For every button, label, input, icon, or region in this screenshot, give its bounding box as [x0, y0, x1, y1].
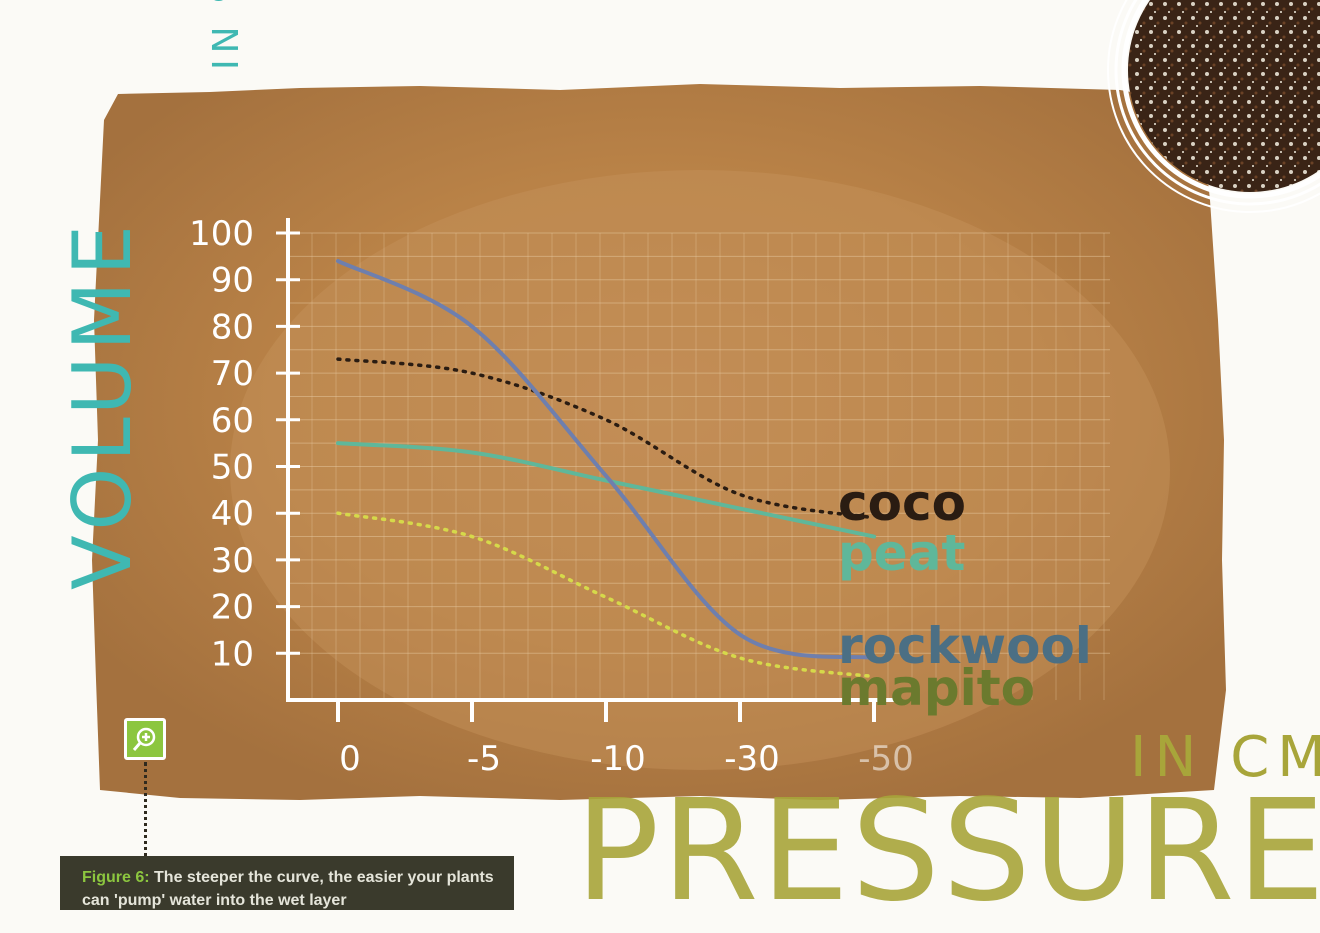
caption-label: Figure 6:: [82, 869, 150, 886]
y-tick-label: 70: [211, 354, 254, 394]
caption-body: Figure 6: The steeper the curve, the eas…: [82, 866, 514, 910]
legend-label-peat: peat: [838, 524, 965, 582]
figure-caption: Figure 6: The steeper the curve, the eas…: [60, 856, 514, 910]
y-axis-title: VOLUME: [52, 120, 152, 590]
y-tick-label: 30: [211, 541, 254, 581]
x-tick-label: -5: [467, 739, 501, 779]
y-tick-label: 20: [211, 588, 254, 628]
y-axis-title-text: VOLUME: [56, 219, 149, 590]
y-tick-label: 80: [211, 307, 254, 347]
x-axis-title: PRESSURE: [575, 770, 1320, 933]
y-axis-unit: IN %: [206, 0, 247, 70]
zoom-in-icon: [131, 725, 159, 753]
legend-label-mapito: mapito: [838, 659, 1035, 717]
y-tick-label: 10: [211, 634, 254, 674]
x-axis-unit: IN CM: [1130, 725, 1320, 790]
y-tick-label: 60: [211, 401, 254, 441]
y-tick-label: 50: [211, 448, 254, 488]
y-tick-label: 40: [211, 494, 254, 534]
y-tick-label: 90: [211, 261, 254, 301]
y-tick-label: 100: [189, 214, 254, 254]
x-tick-label: 0: [339, 739, 361, 779]
zoom-button[interactable]: [124, 718, 166, 760]
